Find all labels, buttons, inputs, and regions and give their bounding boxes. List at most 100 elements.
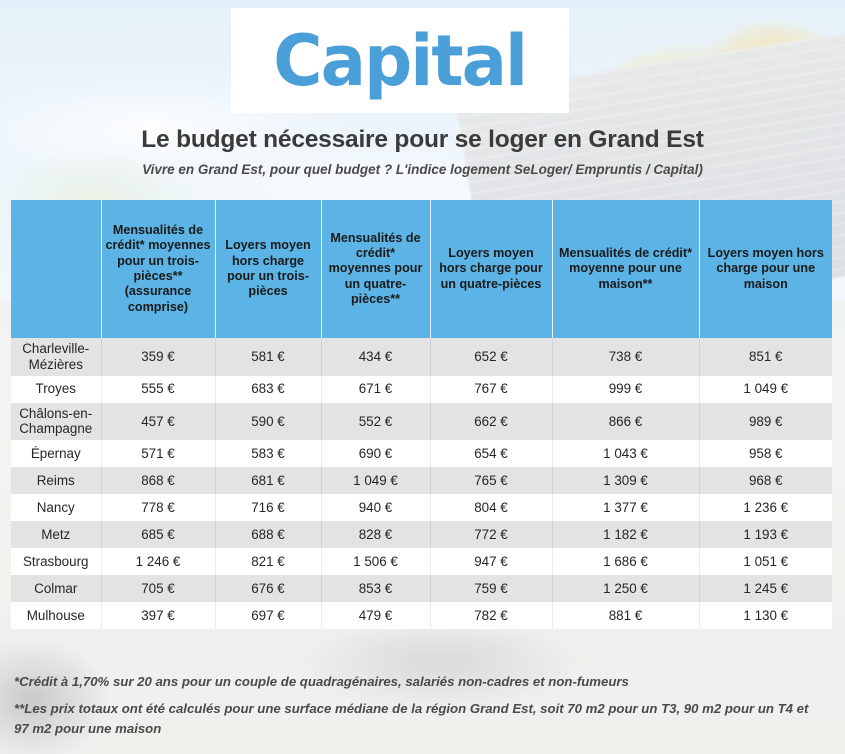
footnotes: *Crédit à 1,70% sur 20 ans pour un coupl… [14, 672, 814, 746]
cell-value: 1 049 € [699, 375, 832, 403]
footnote-credit: *Crédit à 1,70% sur 20 ans pour un coupl… [14, 674, 629, 689]
table-row: Reims 868 €681 €1 049 €765 €1 309 €968 € [11, 467, 832, 495]
cell-value: 1 043 € [552, 440, 700, 468]
cell-value: 989 € [699, 402, 832, 441]
cell-value: 759 € [430, 575, 553, 603]
table-row: Metz 685 €688 €828 €772 €1 182 €1 193 € [11, 521, 832, 549]
cell-value: 999 € [552, 375, 700, 403]
cell-value: 685 € [101, 521, 216, 549]
cell-value: 1 309 € [552, 467, 700, 495]
table-header-row: Mensualités de crédit* moyennes pour un … [11, 200, 832, 338]
cell-value: 778 € [101, 494, 216, 522]
table-row: Châlons-en-Champagne 457 €590 €552 €662 €… [11, 402, 832, 441]
cell-value: 671 € [321, 375, 431, 403]
cell-value: 683 € [215, 375, 322, 403]
column-header-city [11, 200, 102, 338]
table-row: Troyes 555 €683 €671 €767 €999 €1 049 € [11, 375, 832, 403]
cell-city: Troyes [11, 375, 102, 403]
cell-value: 821 € [215, 548, 322, 576]
cell-value: 947 € [430, 548, 553, 576]
table-row: Colmar 705 €676 €853 €759 €1 250 €1 245 € [11, 575, 832, 603]
cell-value: 1 686 € [552, 548, 700, 576]
cell-value: 767 € [430, 375, 553, 403]
cell-city: Nancy [11, 494, 102, 522]
cell-value: 479 € [321, 602, 431, 630]
cell-value: 681 € [215, 467, 322, 495]
cell-value: 828 € [321, 521, 431, 549]
cell-value: 583 € [215, 440, 322, 468]
page-title: Le budget nécessaire pour se loger en Gr… [141, 126, 704, 153]
cell-value: 853 € [321, 575, 431, 603]
cell-value: 676 € [215, 575, 322, 603]
table-row: Nancy 778 €716 €940 €804 €1 377 €1 236 € [11, 494, 832, 522]
cell-value: 552 € [321, 402, 431, 441]
table-header: Mensualités de crédit* moyennes pour un … [11, 200, 832, 338]
cell-value: 940 € [321, 494, 431, 522]
cell-city: Reims [11, 467, 102, 495]
cell-value: 581 € [215, 338, 322, 376]
cell-value: 1 182 € [552, 521, 700, 549]
cell-city: Charleville-Mézières [11, 338, 102, 376]
column-header-rent-t4: Loyers moyen hors charge pour un quatre-… [430, 200, 553, 338]
cell-value: 434 € [321, 338, 431, 376]
cell-value: 359 € [101, 338, 216, 376]
cell-value: 690 € [321, 440, 431, 468]
cell-value: 716 € [215, 494, 322, 522]
cell-city: Mulhouse [11, 602, 102, 630]
cell-value: 457 € [101, 402, 216, 441]
background-shadow-mid [300, 630, 580, 710]
table-body: Charleville-Mézières 359 €581 €434 €652 €… [11, 338, 832, 630]
cell-value: 968 € [699, 467, 832, 495]
cell-value: 881 € [552, 602, 700, 630]
cell-value: 1 250 € [552, 575, 700, 603]
cell-city: Châlons-en-Champagne [11, 402, 102, 441]
cell-value: 772 € [430, 521, 553, 549]
cell-value: 571 € [101, 440, 216, 468]
cell-city: Metz [11, 521, 102, 549]
table-row: Charleville-Mézières 359 €581 €434 €652 €… [11, 338, 832, 376]
table-row: Mulhouse 397 €697 €479 €782 €881 €1 130 € [11, 602, 832, 630]
cell-city: Épernay [11, 440, 102, 468]
column-header-credit-t4: Mensualités de crédit* moyennes pour un … [321, 200, 431, 338]
cell-value: 1 049 € [321, 467, 431, 495]
cell-city: Colmar [11, 575, 102, 603]
cell-value: 1 051 € [699, 548, 832, 576]
cell-value: 1 506 € [321, 548, 431, 576]
cell-value: 590 € [215, 402, 322, 441]
cell-value: 652 € [430, 338, 553, 376]
cell-value: 397 € [101, 602, 216, 630]
page-subtitle: Vivre en Grand Est, pour quel budget ? L… [142, 162, 703, 177]
cell-value: 868 € [101, 467, 216, 495]
cell-city: Strasbourg [11, 548, 102, 576]
cell-value: 804 € [430, 494, 553, 522]
budget-table: Mensualités de crédit* moyennes pour un … [11, 200, 832, 630]
cell-value: 1 245 € [699, 575, 832, 603]
cell-value: 662 € [430, 402, 553, 441]
table-row: Épernay 571 €583 €690 €654 €1 043 €958 € [11, 440, 832, 468]
cell-value: 688 € [215, 521, 322, 549]
column-header-credit-t3: Mensualités de crédit* moyennes pour un … [101, 200, 216, 338]
cell-value: 1 193 € [699, 521, 832, 549]
cell-value: 1 377 € [552, 494, 700, 522]
cell-value: 654 € [430, 440, 553, 468]
cell-value: 958 € [699, 440, 832, 468]
capital-logo-text: Capital [273, 19, 529, 102]
table-row: Strasbourg 1 246 €821 €1 506 €947 €1 686 … [11, 548, 832, 576]
cell-value: 866 € [552, 402, 700, 441]
column-header-credit-house: Mensualités de crédit* moyenne pour une … [552, 200, 700, 338]
cell-value: 1 130 € [699, 602, 832, 630]
cell-value: 705 € [101, 575, 216, 603]
cell-value: 1 236 € [699, 494, 832, 522]
footnote-surface: **Les prix totaux ont été calculés pour … [14, 701, 809, 737]
column-header-rent-t3: Loyers moyen hors charge pour un trois-p… [215, 200, 322, 338]
cell-value: 697 € [215, 602, 322, 630]
cell-value: 1 246 € [101, 548, 216, 576]
cell-value: 851 € [699, 338, 832, 376]
cell-value: 555 € [101, 375, 216, 403]
cell-value: 738 € [552, 338, 700, 376]
column-header-rent-house: Loyers moyen hors charge pour une maison [699, 200, 832, 338]
capital-logo: Capital [231, 8, 569, 113]
cell-value: 782 € [430, 602, 553, 630]
background-shadow-left [0, 640, 110, 754]
cell-value: 765 € [430, 467, 553, 495]
